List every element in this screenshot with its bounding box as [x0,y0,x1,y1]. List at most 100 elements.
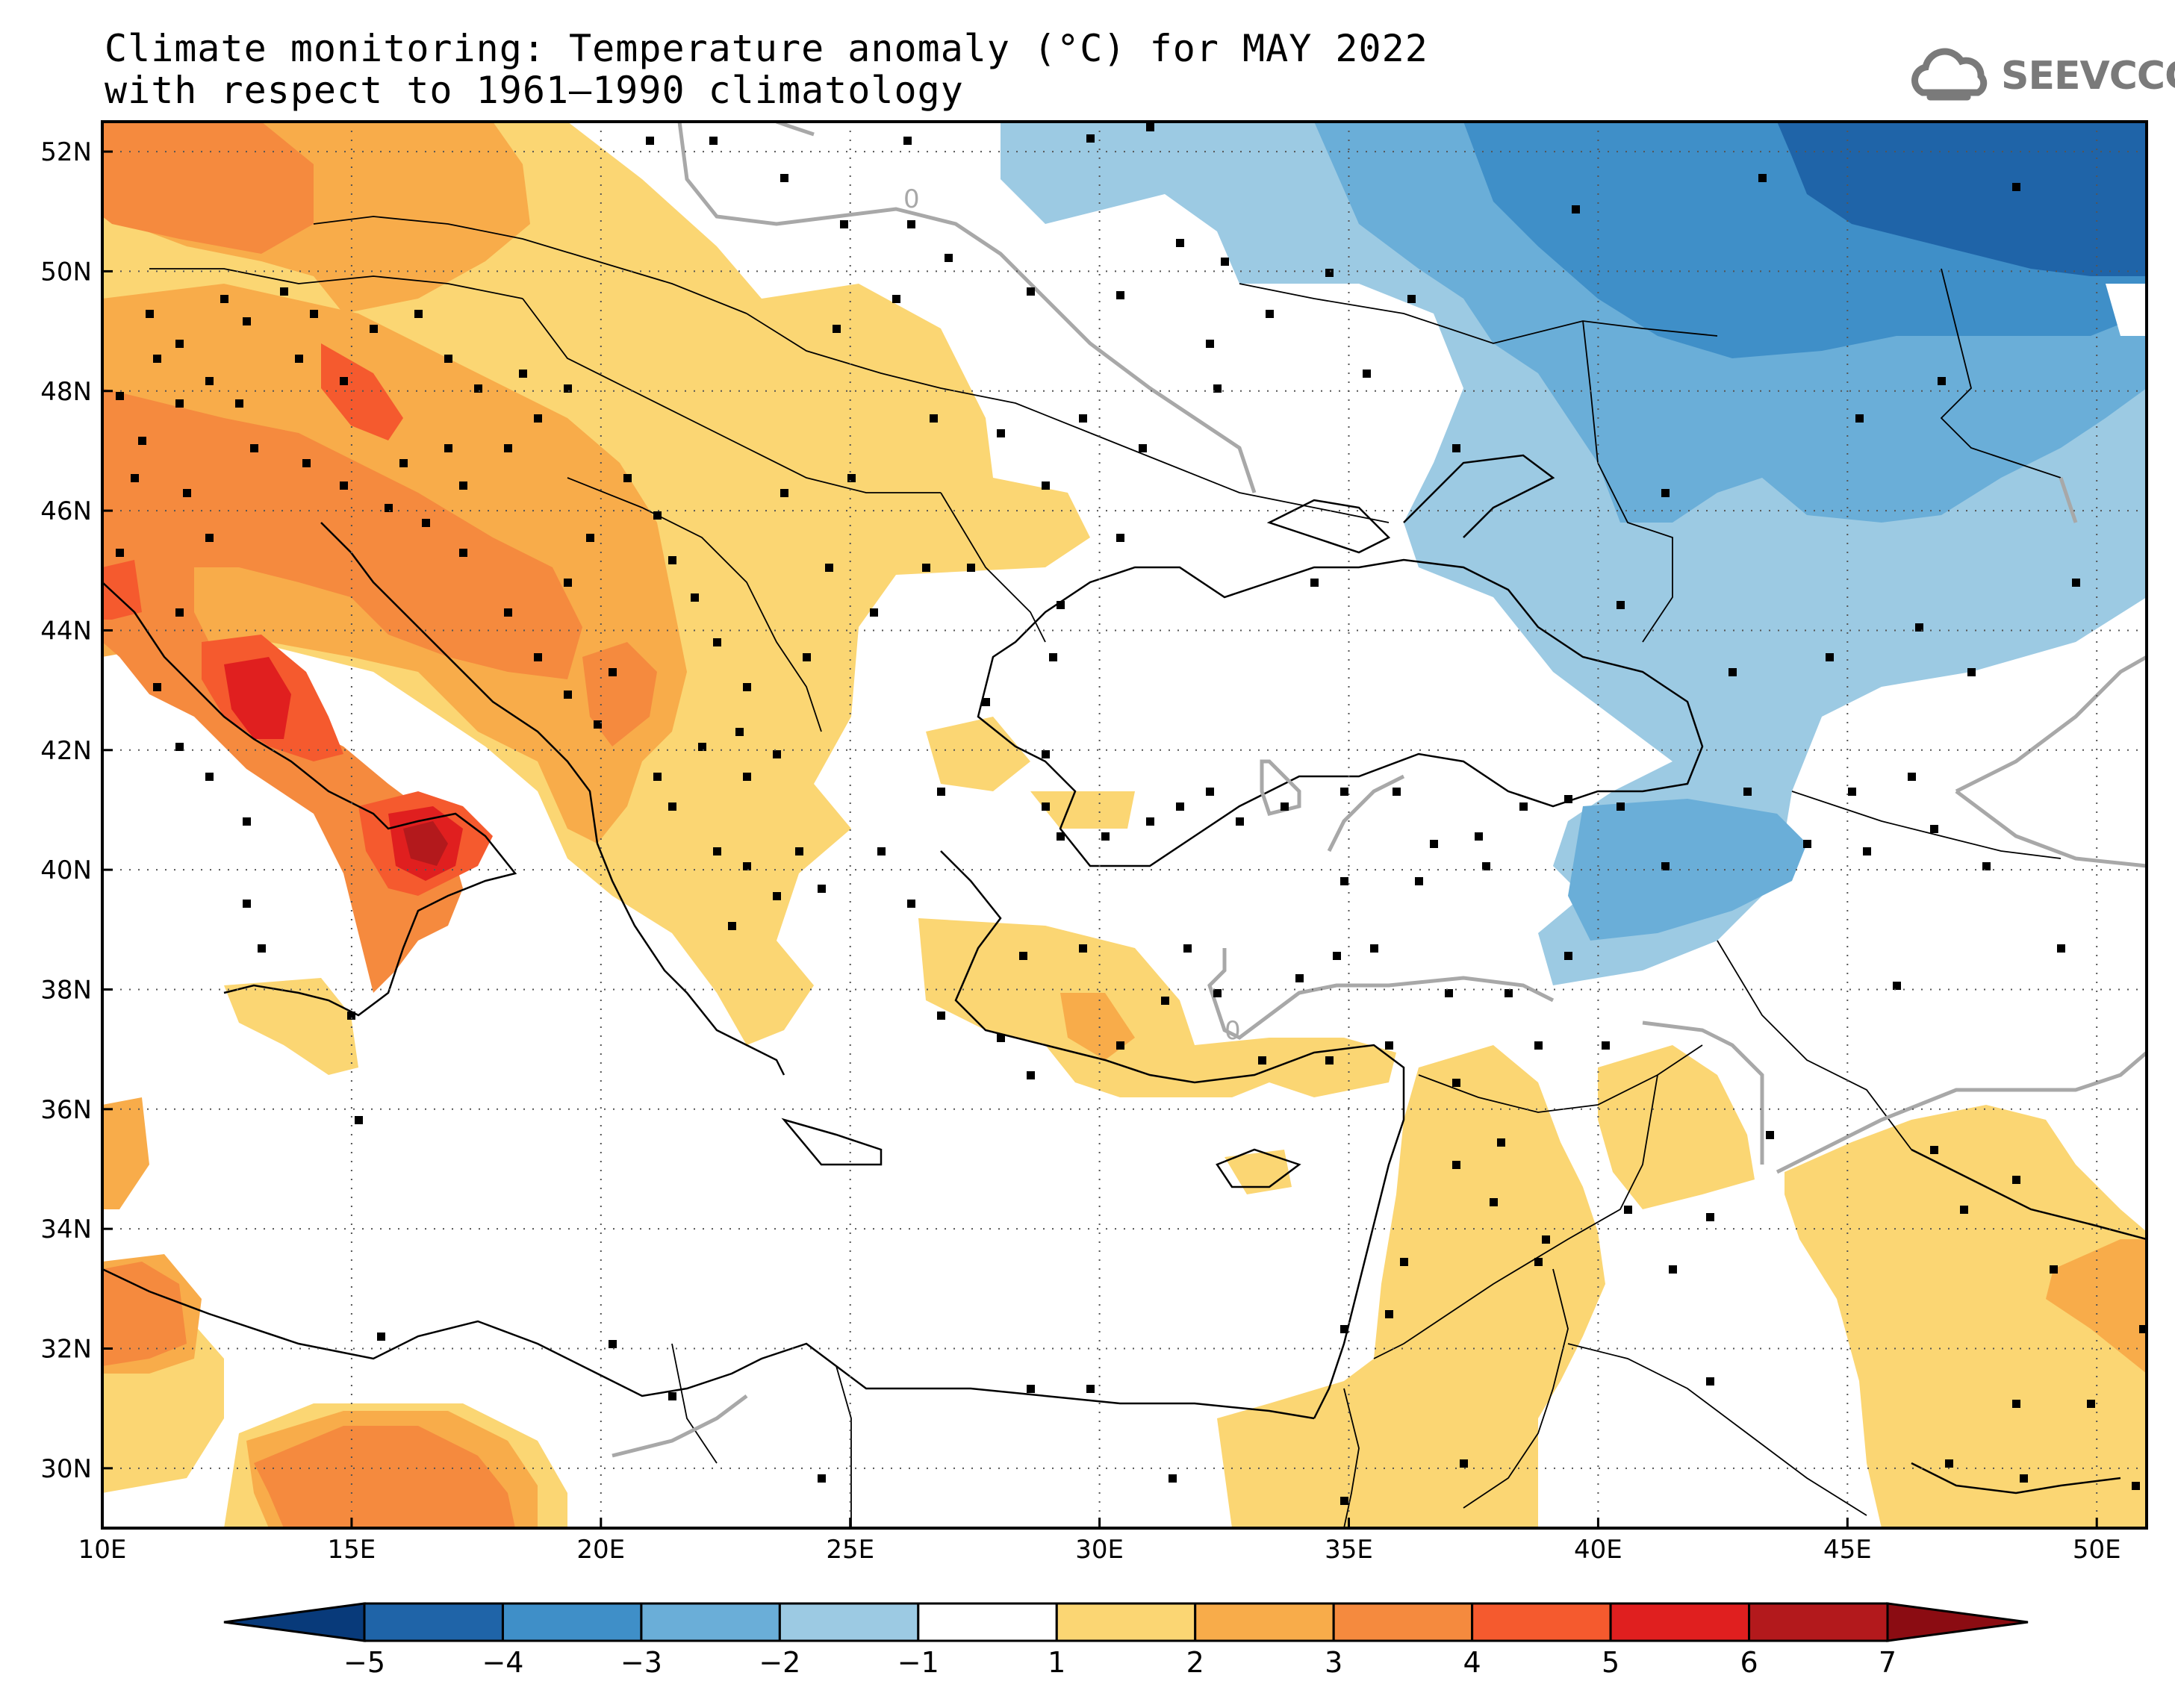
station-marker [840,220,848,228]
station-marker [653,511,662,520]
x-tick-label: 30E [1075,1535,1124,1565]
colorbar-under-triangle [223,1602,366,1642]
station-marker [534,653,542,661]
station-marker [1617,802,1625,811]
station-marker [340,377,348,385]
station-marker [930,414,938,423]
station-marker [713,638,721,646]
station-marker [205,773,214,781]
station-marker [1505,989,1513,997]
station-marker [1363,370,1371,378]
station-marker [1930,1146,1938,1154]
station-marker [1340,1497,1348,1505]
station-marker [1057,832,1065,841]
colorbar-label: 6 [1740,1646,1758,1679]
station-marker [564,691,572,699]
station-marker [698,743,706,751]
colorbar-label: 4 [1463,1646,1481,1679]
station-marker [1146,123,1154,131]
x-tick-label: 50E [2073,1535,2121,1565]
station-marker [1340,877,1348,885]
station-marker [594,720,602,729]
colorbar-label: −4 [482,1646,523,1679]
station-marker [1258,1056,1266,1065]
station-marker [773,892,781,900]
station-marker [1534,1041,1543,1050]
station-marker [1542,1235,1550,1244]
station-marker [355,1116,363,1124]
station-marker [1945,1459,1953,1468]
colorbar-label: −3 [620,1646,662,1679]
station-marker [1086,134,1095,143]
station-marker [1415,877,1423,885]
station-marker [347,1012,355,1020]
station-marker [153,355,161,363]
colorbar-box [917,1602,1058,1642]
station-marker [370,325,378,333]
station-marker [609,1340,617,1348]
station-marker [713,847,721,855]
station-marker [967,564,975,572]
station-marker [1564,795,1572,803]
station-marker [175,743,184,751]
station-marker [1116,534,1124,542]
colorbar-box [778,1602,920,1642]
station-marker [1027,1385,1035,1393]
gridlines [102,122,2147,1528]
station-marker [1908,773,1916,781]
station-marker [175,399,184,408]
station-marker [1310,579,1319,587]
station-marker [116,549,124,557]
station-marker [1176,802,1184,811]
station-marker [2057,944,2065,953]
station-marker [877,847,886,855]
station-marker [1452,1161,1460,1169]
y-tick-label: 30N [40,1454,92,1484]
station-marker [1482,862,1490,870]
station-marker [399,459,408,467]
station-marker [1445,989,1453,997]
station-marker [937,1012,945,1020]
station-marker [668,802,676,811]
station-marker [250,444,258,452]
station-marker [1116,1041,1124,1050]
station-marker [138,437,146,445]
station-marker [1385,1310,1393,1318]
station-marker [1826,653,1834,661]
y-tick-label: 34N [40,1215,92,1244]
station-marker [243,900,251,908]
station-marker [422,519,430,527]
station-marker [146,310,154,318]
station-marker [1661,489,1670,497]
station-marker [1564,952,1572,960]
station-marker [668,556,676,564]
colorbar-box [640,1602,781,1642]
station-marker [818,885,826,893]
station-marker [1019,952,1027,960]
y-tick-label: 40N [40,855,92,885]
station-marker [444,355,452,363]
colorbar-label: 2 [1186,1646,1204,1679]
x-tick-label: 35E [1325,1535,1373,1565]
station-marker [997,1034,1005,1042]
station-marker [1146,817,1154,826]
colorbar-box [1609,1602,1751,1642]
station-marker [743,862,751,870]
station-marker [1534,1258,1543,1266]
station-marker [2139,1325,2147,1333]
station-marker [116,392,124,400]
station-marker [183,489,191,497]
station-marker [833,325,841,333]
station-marker [1340,788,1348,796]
station-marker [1079,944,1087,953]
station-marker [1295,974,1304,982]
station-marker [1042,802,1050,811]
station-marker [504,608,512,617]
station-marker [728,922,736,930]
station-marker [1333,952,1341,960]
station-marker [235,399,243,408]
station-marker [1602,1041,1610,1050]
station-marker [2012,1400,2020,1408]
station-marker [414,310,423,318]
